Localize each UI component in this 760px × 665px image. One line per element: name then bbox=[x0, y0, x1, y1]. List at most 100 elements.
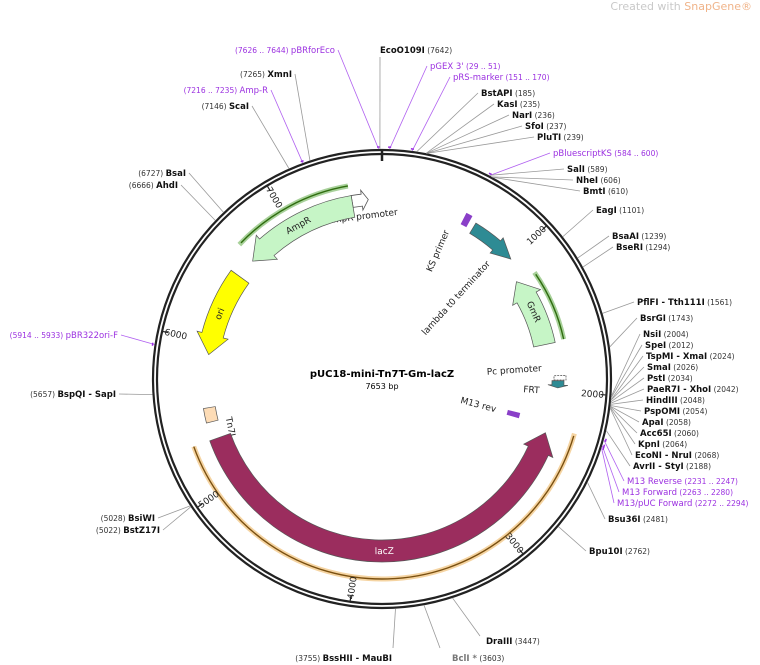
site-name: ApaI bbox=[642, 418, 664, 428]
site-name: AhdI bbox=[156, 181, 178, 191]
enzyme-site-spei[interactable]: SpeI (2012) bbox=[610, 341, 694, 398]
primer-site-pgex-3-[interactable]: pGEX 3' (29 .. 51) bbox=[388, 62, 501, 150]
site-position: (239) bbox=[561, 133, 584, 142]
site-position: (2034) bbox=[665, 374, 692, 383]
enzyme-site-kasi[interactable]: KasI (235) bbox=[425, 100, 540, 154]
site-label: Acc65I (2060) bbox=[640, 429, 699, 439]
site-position: (5657) bbox=[30, 390, 57, 399]
enzyme-site-eagi[interactable]: EagI (1101) bbox=[562, 206, 644, 238]
site-name: PspOMI bbox=[644, 407, 680, 417]
feature-shape bbox=[196, 269, 250, 356]
site-leader-line bbox=[602, 301, 635, 314]
enzyme-site-ecoo109i[interactable]: EcoO109I (7642) bbox=[379, 46, 452, 150]
site-name: EcoO109I bbox=[380, 46, 425, 56]
enzyme-site-bmti[interactable]: BmtI (610) bbox=[492, 176, 628, 197]
feature-gmr[interactable]: GmR bbox=[512, 281, 556, 348]
site-label: M13/pUC Forward (2272 .. 2294) bbox=[617, 499, 748, 509]
site-leader-line bbox=[294, 73, 311, 161]
site-name: Bpu10I bbox=[589, 547, 623, 557]
site-leader-line bbox=[605, 430, 631, 467]
site-leader-line bbox=[610, 399, 644, 405]
enzyme-site-bseri[interactable]: BseRI (1294) bbox=[582, 243, 671, 268]
enzyme-site-nari[interactable]: NarI (236) bbox=[426, 111, 555, 154]
feature-lacz[interactable]: lacZ bbox=[209, 432, 554, 563]
enzyme-site-bspqi-sapi[interactable]: (5657) BspQI - SapI bbox=[30, 390, 153, 400]
feature-shape bbox=[553, 375, 567, 381]
enzyme-site-draiii[interactable]: DraIII (3447) bbox=[452, 597, 540, 647]
feature-ampr[interactable]: AmpR bbox=[252, 195, 356, 262]
site-leader-line bbox=[609, 407, 636, 445]
site-position: (2762) bbox=[623, 547, 650, 556]
site-leader-line bbox=[180, 184, 216, 221]
enzyme-site-ahdi[interactable]: (6666) AhdI bbox=[129, 181, 216, 221]
primer-site-pbr322ori-f[interactable]: (5914 .. 5933) pBR322ori-F bbox=[10, 331, 155, 346]
enzyme-site-tspmi-xmai[interactable]: TspMI - XmaI (2024) bbox=[610, 352, 735, 401]
enzyme-site-bsai[interactable]: (6727) BsaI bbox=[138, 169, 224, 213]
plasmid-length: 7653 bp bbox=[365, 382, 398, 391]
feature-lambda-t0-terminator[interactable]: lambda t0 terminator bbox=[420, 222, 512, 338]
enzyme-site-bcli-[interactable]: BclI * (3603) bbox=[423, 604, 504, 664]
enzyme-site-bpu10i[interactable]: Bpu10I (2762) bbox=[558, 526, 650, 557]
backbone-outer bbox=[151, 148, 613, 610]
feature-ks-primer[interactable]: KS primer bbox=[425, 212, 473, 274]
plasmid-name: pUC18-mini-Tn7T-Gm-lacZ bbox=[310, 369, 454, 380]
feature-label: FRT bbox=[523, 385, 540, 396]
primer-site-m13-puc-forward[interactable]: M13/pUC Forward (2272 .. 2294) bbox=[601, 446, 748, 509]
site-name: pBluescriptKS bbox=[553, 149, 612, 159]
primer-site-pbrforeco[interactable]: (7626 .. 7644) pBRforEco bbox=[235, 46, 381, 150]
enzyme-site-bstapi[interactable]: BstAPI (185) bbox=[416, 89, 535, 152]
primer-site-amp-r[interactable]: (7216 .. 7235) Amp-R bbox=[184, 86, 304, 164]
primer-mark bbox=[602, 446, 605, 451]
enzyme-site-smai[interactable]: SmaI (2026) bbox=[610, 363, 698, 401]
enzyme-site-xmni[interactable]: (7265) XmnI bbox=[240, 70, 311, 161]
feature-tn7l[interactable]: Tn7L bbox=[203, 406, 237, 440]
site-leader-line bbox=[601, 445, 620, 493]
enzyme-site-paer7i-xhoi[interactable]: PaeR7I - XhoI (2042) bbox=[610, 385, 739, 404]
enzyme-site-sali[interactable]: SalI (589) bbox=[488, 165, 608, 176]
site-leader-line bbox=[610, 355, 644, 401]
site-label: HindIII (2048) bbox=[646, 396, 705, 406]
site-position: (589) bbox=[585, 165, 608, 174]
enzyme-site-scai[interactable]: (7146) ScaI bbox=[202, 102, 290, 169]
primer-site-m13-reverse[interactable]: M13 Reverse (2231 .. 2247) bbox=[603, 438, 738, 487]
site-position: (7626 .. 7644) bbox=[235, 46, 291, 55]
site-name: Acc65I bbox=[640, 429, 672, 439]
enzyme-site-econi-nrui[interactable]: EcoNI - NruI (2068) bbox=[609, 407, 719, 461]
enzyme-site-bsaai[interactable]: BsaAI (1239) bbox=[577, 232, 667, 259]
enzyme-site-bsu36i[interactable]: Bsu36I (2481) bbox=[587, 482, 668, 525]
feature-m13-rev[interactable]: M13 rev bbox=[459, 396, 521, 419]
enzyme-site-kpni[interactable]: KpnI (2064) bbox=[609, 407, 687, 450]
primer-site-pbluescriptks[interactable]: pBluescriptKS (584 .. 600) bbox=[488, 149, 658, 177]
site-name: M13 Forward bbox=[622, 488, 677, 498]
site-name: BssHII - MauBI bbox=[323, 654, 392, 664]
site-leader-line bbox=[162, 506, 192, 531]
enzyme-site-hindiii[interactable]: HindIII (2048) bbox=[610, 396, 705, 406]
site-position: (1743) bbox=[666, 314, 693, 323]
enzyme-site-pspomi[interactable]: PspOMI (2054) bbox=[610, 405, 707, 417]
feature-pc-promoter[interactable]: Pc promoter bbox=[486, 364, 567, 381]
site-label: EcoO109I (7642) bbox=[380, 46, 452, 56]
enzyme-site-nsii[interactable]: NsiI (2004) bbox=[610, 330, 689, 397]
enzyme-site-psti[interactable]: PstI (2034) bbox=[610, 374, 693, 403]
site-leader-line bbox=[609, 407, 633, 456]
feature-label: Tn7L bbox=[222, 415, 236, 440]
enzyme-site-pflfi-tth111i[interactable]: PflFI - Tth111I (1561) bbox=[602, 298, 732, 314]
enzyme-site-acc65i[interactable]: Acc65I (2060) bbox=[610, 406, 699, 439]
enzyme-site-nhei[interactable]: NheI (606) bbox=[491, 176, 621, 186]
feature-frt[interactable]: FRT bbox=[523, 380, 568, 397]
enzyme-site-bsshii-maubi[interactable]: (3755) BssHII - MauBI bbox=[295, 608, 396, 664]
primer-site-prs-marker[interactable]: pRS-marker (151 .. 170) bbox=[410, 73, 550, 152]
feature-label: M13 rev bbox=[459, 396, 497, 415]
enzyme-site-bsiwi[interactable]: (5028) BsiWI bbox=[101, 505, 191, 524]
site-leader-line bbox=[610, 377, 645, 403]
enzyme-site-pluti[interactable]: PluTI (239) bbox=[426, 133, 584, 154]
site-leader-line bbox=[582, 246, 614, 268]
enzyme-site-apai[interactable]: ApaI (2058) bbox=[610, 405, 691, 428]
site-label: DraIII (3447) bbox=[486, 637, 540, 647]
site-leader-line bbox=[120, 334, 155, 345]
enzyme-site-avrii-styi[interactable]: AvrII - StyI (2188) bbox=[605, 430, 711, 472]
enzyme-site-sfoi[interactable]: SfoI (237) bbox=[426, 122, 566, 154]
enzyme-site-bsrgi[interactable]: BsrGI (1743) bbox=[609, 314, 694, 348]
enzyme-site-bstz17i[interactable]: (5022) BstZ17I bbox=[96, 506, 192, 536]
feature-ori[interactable]: ori bbox=[196, 269, 250, 356]
